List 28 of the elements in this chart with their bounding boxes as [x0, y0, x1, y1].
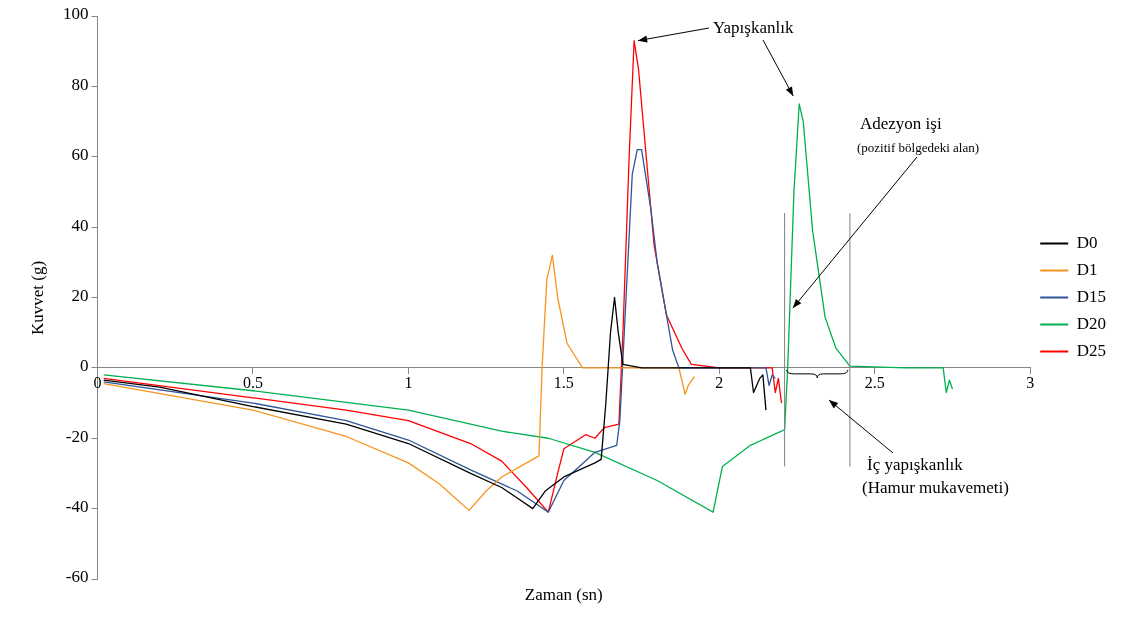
- y-tick-label: 60: [71, 145, 89, 165]
- y-axis-title: Kuvvet (g): [28, 260, 48, 335]
- annotation: (Hamur mukavemeti): [862, 478, 1009, 498]
- x-tick-label: 3: [1026, 374, 1035, 392]
- x-tick-label: 1: [404, 374, 413, 392]
- y-tick-label: 20: [71, 285, 89, 305]
- x-tick-label: 1.5: [553, 374, 574, 392]
- y-tick-label: -40: [65, 497, 89, 517]
- y-tick-label: 40: [71, 215, 89, 235]
- legend-label: D15: [1076, 286, 1106, 306]
- annotation: İç yapışkanlık: [867, 455, 963, 475]
- legend-label: D0: [1076, 232, 1098, 252]
- legend-label: D20: [1076, 313, 1106, 333]
- x-tick-label: 0.5: [242, 374, 263, 392]
- y-tick-label: -60: [65, 567, 89, 587]
- x-tick-label: 2.5: [864, 374, 885, 392]
- x-axis-title: Zaman (sn): [524, 585, 603, 605]
- annotation: Adezyon işi: [860, 114, 942, 134]
- y-tick-label: 80: [71, 74, 89, 94]
- legend-label: D25: [1076, 340, 1106, 360]
- annotation: (pozitif bölgedeki alan): [857, 140, 980, 156]
- y-tick-label: 100: [63, 4, 89, 24]
- x-tick-label: 2: [715, 374, 724, 392]
- y-tick-label: -20: [65, 426, 89, 446]
- y-tick-label: 0: [80, 356, 89, 376]
- x-tick-label: 0: [93, 374, 102, 392]
- annotation: Yapışkanlık: [713, 18, 794, 38]
- legend-label: D1: [1076, 259, 1098, 279]
